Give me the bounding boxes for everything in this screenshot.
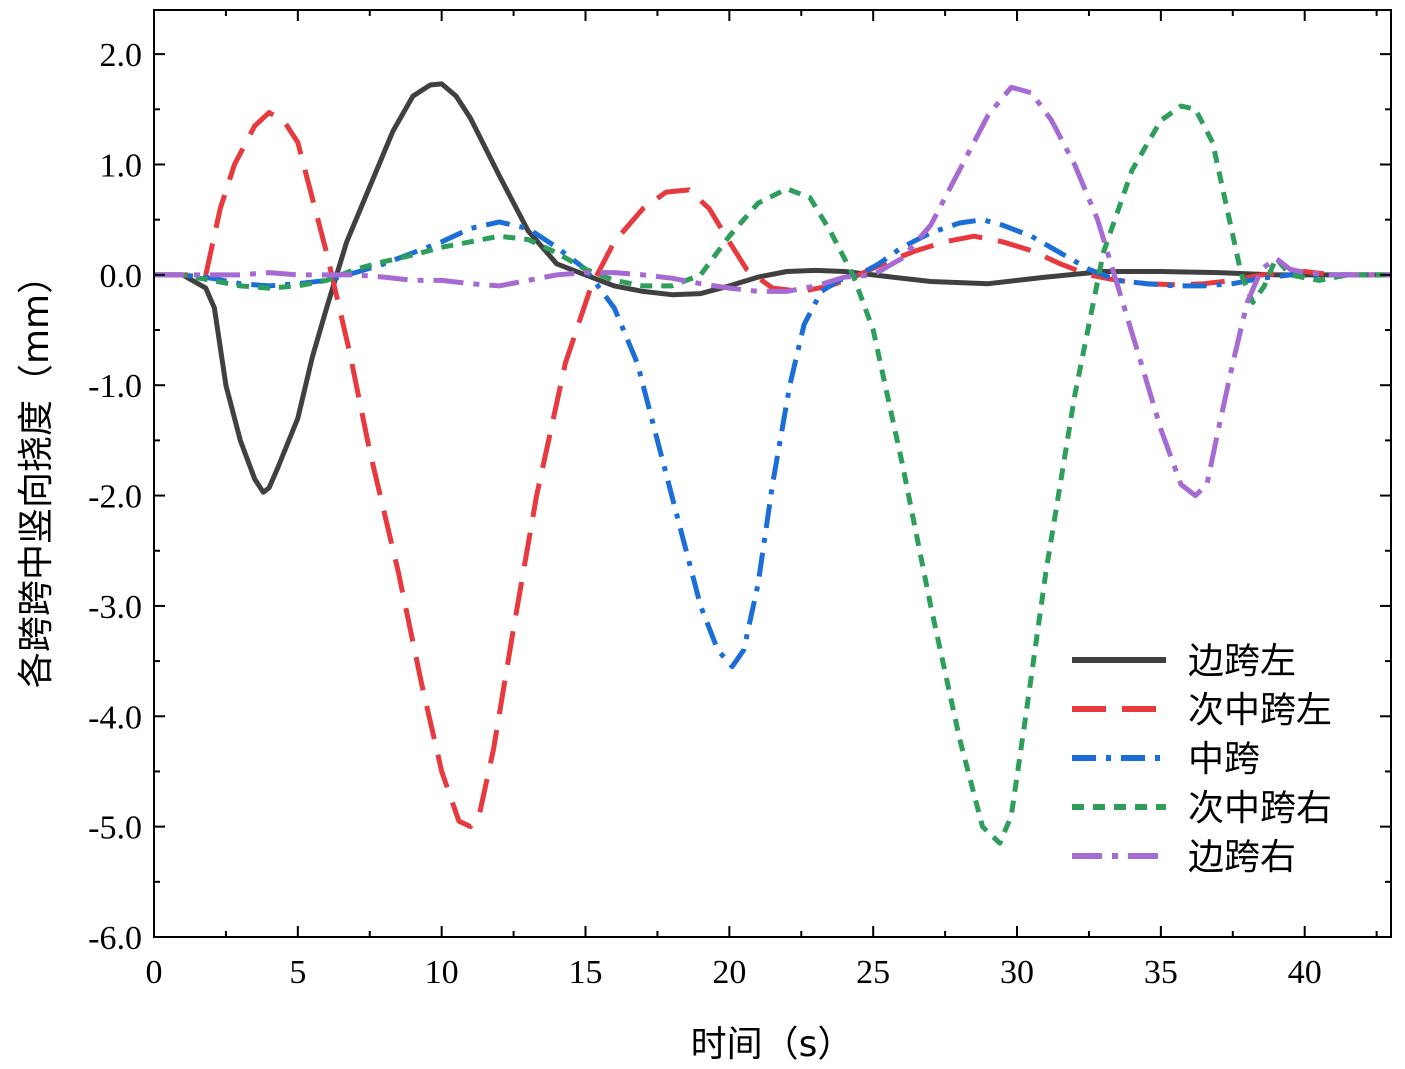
legend-label-1: 边跨左 (1188, 641, 1296, 682)
y-axis-title: 各跨跨中竖向挠度（mm） (16, 258, 57, 688)
x-axis-title: 时间（s） (691, 1024, 854, 1065)
legend-label-5: 边跨右 (1188, 837, 1296, 878)
legend-label-4: 次中跨右 (1188, 788, 1332, 829)
y-tick-label: -1.0 (88, 368, 142, 405)
series-line-1 (154, 81, 1391, 495)
y-tick-label: 0.0 (100, 258, 143, 295)
ticks-layer: 0 5 10 15 20 25 30 35 40 2.0 1.0 0.0 -1.0 -2.0 -3.0 -4.… (88, 10, 1391, 991)
x-tick-label: 35 (1144, 954, 1178, 991)
x-tick-label: 5 (289, 954, 306, 991)
legend-label-3: 中跨 (1188, 739, 1260, 780)
series-line-4 (154, 103, 1391, 846)
y-tick-label: -3.0 (88, 589, 142, 626)
y-tick-label: -5.0 (88, 810, 142, 847)
series-line-2 (154, 110, 1391, 830)
y-tick-label: -2.0 (88, 479, 142, 516)
y-tick-label: -6.0 (88, 920, 142, 957)
x-tick-label: 15 (569, 954, 603, 991)
y-tick-label: 2.0 (100, 37, 143, 74)
x-tick-label: 40 (1288, 954, 1322, 991)
x-tick-label: 30 (1000, 954, 1034, 991)
y-tick-label: -4.0 (88, 699, 142, 736)
legend-label-2: 次中跨左 (1188, 690, 1332, 731)
x-tick-label: 25 (856, 954, 890, 991)
series-line-5 (154, 84, 1391, 499)
series-layer (154, 81, 1391, 846)
x-tick-label: 20 (712, 954, 746, 991)
y-tick-label: 1.0 (100, 148, 143, 185)
plot-frame (153, 9, 1392, 938)
x-tick-label: 10 (425, 954, 459, 991)
x-tick-label: 0 (146, 954, 163, 991)
